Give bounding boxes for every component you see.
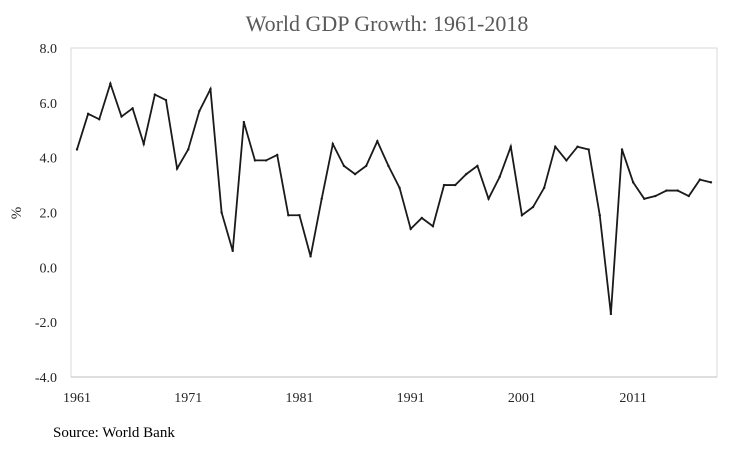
data-point [431,225,435,228]
data-point [465,172,468,176]
data-point [276,153,279,157]
data-point [175,167,179,170]
y-axis-ticks: -4.0 -2.0 0.0 2.0 4.0 6.0 8.0 [35,42,57,386]
data-point [709,181,713,184]
data-point [387,164,390,168]
data-point [242,120,246,124]
data-point [676,189,679,192]
y-tick-label: 0.0 [40,261,58,276]
data-point [476,164,479,168]
data-point [86,112,90,116]
data-point [331,142,335,146]
data-point [198,109,201,113]
y-tick-label: 6.0 [40,97,58,112]
data-point [120,115,123,118]
data-point [509,145,512,148]
x-tick-label: 2011 [619,391,646,406]
series-line-world-gdp-growth [76,80,712,315]
data-point [587,148,590,151]
data-point [298,214,301,217]
data-point [364,164,368,168]
data-point [109,82,112,85]
data-point [376,140,379,143]
data-point [453,183,457,187]
data-point [520,214,524,217]
data-point [164,98,168,102]
data-point [565,159,568,162]
data-point [631,181,635,184]
data-point [498,175,501,179]
data-point [576,145,579,148]
data-point [220,211,223,214]
plot-area [70,47,718,378]
data-point [643,197,646,200]
data-point [487,197,490,200]
x-axis-ticks: 1961 1971 1981 1991 2001 2011 [63,391,647,406]
data-point [209,87,212,91]
y-axis-label: % [9,207,25,220]
data-point [665,189,668,192]
y-tick-label: -4.0 [35,371,57,386]
data-point [342,164,346,168]
data-point [654,194,657,198]
data-point [353,172,357,176]
data-point [609,312,613,316]
data-point [442,183,446,187]
data-point [409,227,412,231]
data-point [554,145,557,148]
data-point [98,118,101,121]
data-point [598,214,601,217]
data-point [420,216,424,220]
x-tick-label: 1971 [174,391,202,406]
x-tick-label: 1991 [397,391,425,406]
y-tick-label: -2.0 [35,316,57,331]
data-point [542,186,546,190]
data-point [153,93,157,96]
chart-title: World GDP Growth: 1961-2018 [246,11,529,36]
data-point [698,178,702,181]
y-tick-label: 4.0 [40,152,58,167]
data-point [231,249,234,253]
data-point [187,148,190,151]
data-point [620,148,624,151]
data-point [75,148,79,151]
data-point [398,186,401,190]
data-point [287,214,290,217]
data-point [309,255,312,258]
data-point [253,159,257,162]
x-tick-label: 1981 [285,391,313,406]
x-tick-label: 1961 [63,391,91,406]
data-point [142,142,145,146]
data-point [320,197,323,200]
y-tick-label: 2.0 [40,207,58,222]
data-point [131,107,134,110]
source-note: Source: World Bank [53,425,175,441]
data-points [75,82,713,316]
x-tick-label: 2001 [508,391,536,406]
data-point [531,205,535,209]
data-point [264,159,268,162]
data-point [687,194,690,198]
y-tick-label: 8.0 [40,42,58,57]
